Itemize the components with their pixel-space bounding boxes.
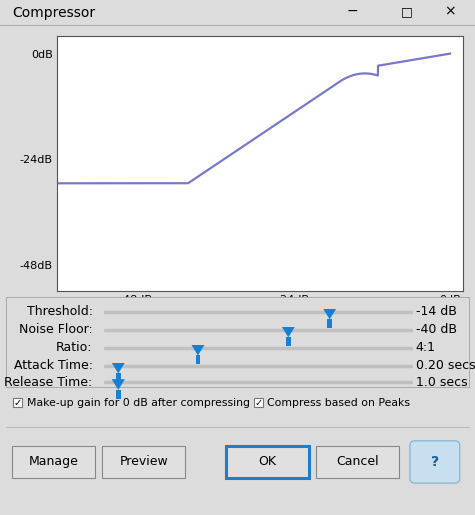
Text: -14 dB: -14 dB — [416, 305, 456, 318]
Polygon shape — [282, 327, 295, 337]
Text: ?: ? — [431, 455, 439, 469]
Text: Threshold:: Threshold: — [27, 305, 93, 318]
Text: 1.0 secs: 1.0 secs — [416, 375, 467, 389]
Polygon shape — [196, 355, 200, 364]
Text: Release Time:: Release Time: — [4, 375, 93, 389]
Text: Cancel: Cancel — [336, 455, 379, 469]
Text: 4:1: 4:1 — [416, 341, 436, 354]
Text: Attack Time:: Attack Time: — [14, 359, 93, 372]
Text: Make-up gain for 0 dB after compressing: Make-up gain for 0 dB after compressing — [27, 398, 249, 408]
Text: −: − — [347, 4, 358, 19]
Text: Compress based on Peaks: Compress based on Peaks — [267, 398, 410, 408]
Text: Ratio:: Ratio: — [56, 341, 93, 354]
Text: Preview: Preview — [119, 455, 168, 469]
Text: □: □ — [401, 5, 413, 18]
Polygon shape — [112, 363, 125, 373]
Text: Compressor: Compressor — [12, 6, 95, 20]
Text: OK: OK — [258, 455, 276, 469]
Polygon shape — [191, 345, 205, 355]
Text: 0.20 secs: 0.20 secs — [416, 359, 475, 372]
Text: -40 dB: -40 dB — [416, 323, 456, 336]
Text: Noise Floor:: Noise Floor: — [19, 323, 93, 336]
Polygon shape — [323, 308, 336, 319]
Text: ✓: ✓ — [13, 398, 22, 408]
Text: ✓: ✓ — [254, 398, 263, 408]
Polygon shape — [116, 390, 121, 399]
Polygon shape — [327, 319, 332, 328]
Text: ×: × — [444, 4, 456, 19]
Polygon shape — [112, 379, 125, 390]
Text: Manage: Manage — [28, 455, 78, 469]
Polygon shape — [286, 337, 291, 346]
Polygon shape — [116, 373, 121, 382]
